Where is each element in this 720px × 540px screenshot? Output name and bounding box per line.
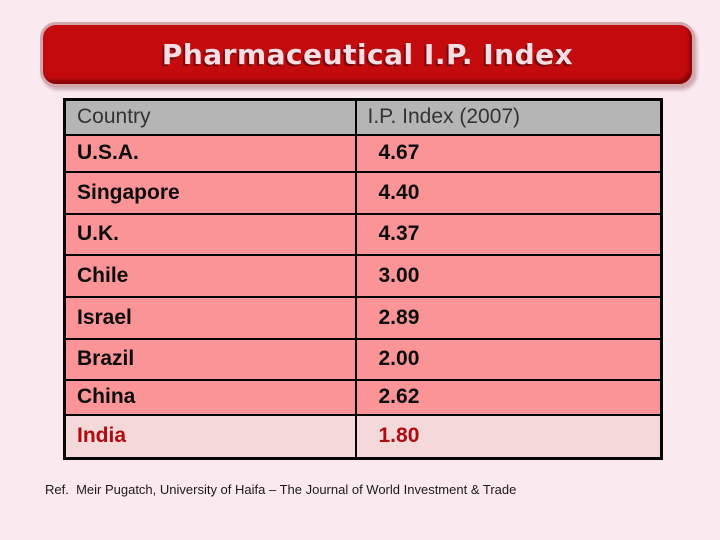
column-header-country: Country — [63, 98, 357, 136]
country-cell: Singapore — [63, 170, 357, 215]
country-cell: U.S.A. — [63, 133, 357, 173]
country-cell: China — [63, 378, 357, 416]
column-header-ip-index: I.P. Index (2007) — [354, 98, 663, 136]
table-row: China 2.62 — [63, 378, 663, 416]
title-banner: Pharmaceutical I.P. Index — [40, 22, 695, 87]
table-row: U.S.A. 4.67 — [63, 133, 663, 173]
table-header-row: Country I.P. Index (2007) — [63, 98, 663, 136]
country-cell: Israel — [63, 295, 357, 340]
slide-title: Pharmaceutical I.P. Index — [161, 38, 574, 71]
country-cell: Chile — [63, 253, 357, 298]
reference-text: Ref. Meir Pugatch, University of Haifa –… — [45, 482, 517, 497]
table-row: Singapore 4.40 — [63, 170, 663, 215]
value-cell: 4.67 — [354, 133, 663, 173]
ip-index-table: Country I.P. Index (2007) U.S.A. 4.67 Si… — [63, 98, 663, 460]
table-row: Brazil 2.00 — [63, 337, 663, 381]
value-cell: 4.40 — [354, 170, 663, 215]
table-row: U.K. 4.37 — [63, 212, 663, 256]
value-cell: 2.00 — [354, 337, 663, 381]
table-row: Israel 2.89 — [63, 295, 663, 340]
value-cell: 2.62 — [354, 378, 663, 416]
value-cell: 2.89 — [354, 295, 663, 340]
table-row-highlighted: India 1.80 — [63, 413, 663, 460]
table-row: Chile 3.00 — [63, 253, 663, 298]
value-cell: 3.00 — [354, 253, 663, 298]
country-cell: Brazil — [63, 337, 357, 381]
country-cell: U.K. — [63, 212, 357, 256]
country-cell: India — [63, 413, 357, 460]
value-cell: 1.80 — [354, 413, 663, 460]
value-cell: 4.37 — [354, 212, 663, 256]
